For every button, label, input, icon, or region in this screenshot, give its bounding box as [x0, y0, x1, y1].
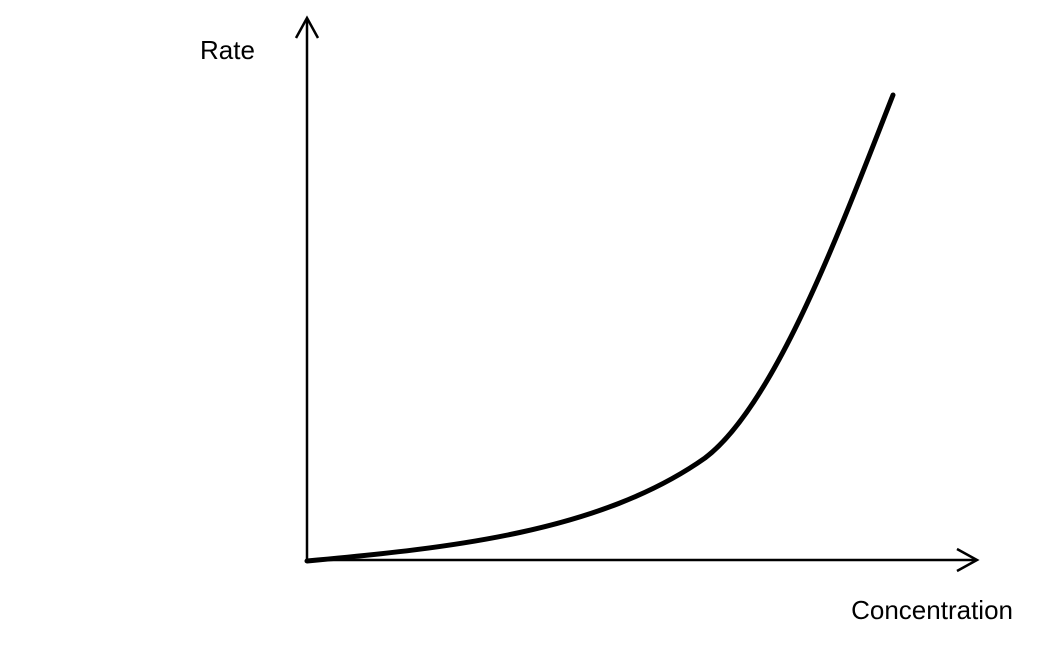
x-axis-label: Concentration: [851, 595, 1013, 625]
y-axis-label: Rate: [200, 35, 255, 65]
x-axis-arrow: [956, 547, 980, 573]
axes: [294, 15, 980, 573]
y-axis-arrow: [294, 15, 320, 39]
rate-curve: [304, 92, 896, 564]
